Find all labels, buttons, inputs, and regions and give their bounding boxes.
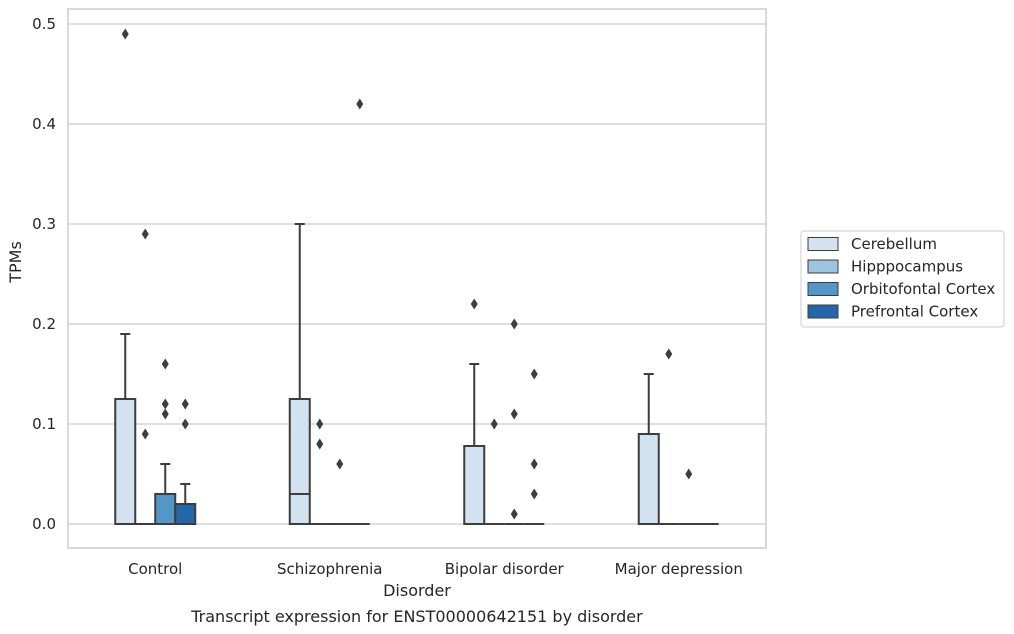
x-axis-ticks: Control Schizophrenia Bipolar disorder Majo…: [128, 560, 743, 578]
outlier-point: [161, 398, 169, 410]
outlier-point: [470, 298, 478, 310]
box-body: [463, 445, 486, 525]
outlier-point: [510, 408, 518, 420]
outlier-point: [510, 508, 518, 520]
outlier-point: [141, 428, 149, 440]
box-body: [114, 398, 137, 525]
box-1-1: [309, 418, 330, 525]
legend-frame: [800, 230, 1005, 328]
legend-label: Cerebellum: [851, 235, 937, 253]
y-axis-title: TPMs: [6, 241, 25, 284]
box-3-1: [658, 348, 679, 525]
outlier-point: [356, 98, 364, 110]
chart-caption: Transcript expression for ENST0000064215…: [190, 607, 643, 626]
outlier-point: [181, 398, 189, 410]
legend-label: Orbitofontal Cortex: [851, 280, 995, 298]
box-body: [154, 493, 177, 525]
legend-label: Hipppocampus: [851, 258, 963, 276]
y-axis-ticks: 0.0 0.1 0.2 0.3 0.4 0.5: [32, 15, 56, 533]
box-1-3: [349, 98, 370, 525]
outlier-point: [490, 418, 498, 430]
legend-swatch: [807, 304, 839, 319]
legend-swatch: [807, 282, 839, 296]
outlier-point: [316, 438, 324, 450]
plot-frame: [67, 8, 767, 549]
box-body: [174, 503, 197, 525]
x-axis-title: Disorder: [383, 581, 451, 600]
box-0-1: [135, 228, 156, 525]
x-tick-label: Bipolar disorder: [445, 560, 565, 578]
outlier-point: [161, 358, 169, 370]
x-tick-label: Control: [128, 560, 182, 578]
box-plot-area: [114, 28, 719, 525]
outlier-point: [665, 348, 673, 360]
box-2-1: [484, 418, 505, 525]
box-body: [637, 433, 660, 525]
x-tick-label: Major depression: [615, 560, 743, 578]
outlier-point: [141, 228, 149, 240]
box-2-2: [504, 318, 525, 525]
box-3-0: [637, 373, 660, 525]
y-tick-label: 0.0: [32, 515, 56, 533]
outlier-point: [685, 468, 693, 480]
box-0-2: [154, 358, 177, 525]
outlier-point: [181, 418, 189, 430]
y-tick-label: 0.4: [32, 115, 56, 133]
box-2-3: [524, 368, 545, 525]
box-3-2: [678, 468, 699, 525]
legend-label: Prefrontal Cortex: [851, 303, 978, 321]
legend-swatch: [807, 237, 839, 251]
y-tick-label: 0.3: [32, 215, 56, 233]
outlier-point: [530, 458, 538, 470]
gridlines: [68, 23, 766, 525]
box-0-3: [174, 398, 197, 525]
box-0-0: [114, 28, 137, 525]
box-1-2: [329, 458, 350, 525]
y-tick-label: 0.2: [32, 315, 56, 333]
box-2-0: [463, 298, 486, 525]
box-1-0: [288, 223, 311, 525]
outlier-point: [510, 318, 518, 330]
legend: Cerebellum Hipppocampus Orbitofontal Corte…: [800, 230, 1005, 328]
outlier-point: [530, 488, 538, 500]
legend-swatch: [807, 259, 839, 274]
outlier-point: [336, 458, 344, 470]
y-tick-label: 0.1: [32, 415, 56, 433]
x-tick-label: Schizophrenia: [277, 560, 382, 578]
outlier-point: [121, 28, 129, 40]
y-tick-label: 0.5: [32, 15, 56, 33]
outlier-point: [530, 368, 538, 380]
box-body: [288, 398, 311, 525]
outlier-point: [161, 408, 169, 420]
outlier-point: [316, 418, 324, 430]
